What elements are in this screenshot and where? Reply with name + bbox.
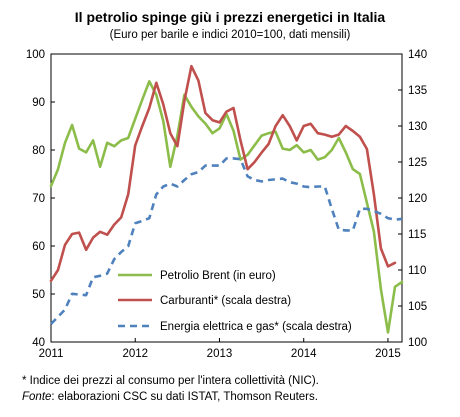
x-tick-label: 2013 — [207, 348, 233, 360]
x-tick-label: 2014 — [291, 348, 317, 360]
left-tick-label: 80 — [32, 145, 45, 157]
footnote: * Indice dei prezzi al consumo per l'int… — [22, 375, 319, 387]
right-tick-label: 135 — [408, 85, 427, 97]
right-tick-label: 110 — [408, 265, 426, 277]
chart-subtitle: (Euro per barile e indici 2010=100, dati… — [110, 29, 351, 41]
x-tick-label: 2012 — [122, 348, 148, 360]
left-tick-label: 50 — [32, 289, 45, 301]
legend-label: Energia elettrica e gas* (scala destra) — [160, 321, 352, 333]
left-tick-label: 70 — [32, 193, 45, 205]
chart-title: Il petrolio spinge giù i prezzi energeti… — [75, 9, 386, 25]
series-line-1 — [49, 80, 404, 334]
right-tick-label: 130 — [408, 121, 427, 133]
source-label: Fonte — [22, 391, 52, 403]
left-tick-label: 100 — [26, 49, 45, 61]
x-tick-label: 2015 — [375, 348, 401, 360]
legend-label: Petrolio Brent (in euro) — [160, 270, 276, 282]
series-line-3 — [50, 157, 403, 325]
left-tick-label: 60 — [32, 241, 45, 253]
right-tick-label: 120 — [408, 193, 427, 205]
source-text: : elaborazioni CSC su dati ISTAT, Thomso… — [51, 391, 318, 403]
x-tick-label: 2011 — [39, 348, 64, 360]
right-tick-label: 105 — [408, 301, 427, 313]
right-tick-label: 100 — [408, 337, 427, 349]
left-tick-label: 90 — [32, 97, 45, 109]
right-tick-label: 140 — [408, 49, 427, 61]
legend-label: Carburanti* (scala destra) — [160, 295, 291, 307]
source-note: Fonte: elaborazioni CSC su dati ISTAT, T… — [22, 391, 318, 403]
right-tick-label: 115 — [408, 229, 426, 241]
right-tick-label: 125 — [408, 157, 427, 169]
series-line-2 — [49, 64, 397, 283]
left-tick-label: 40 — [32, 337, 45, 349]
